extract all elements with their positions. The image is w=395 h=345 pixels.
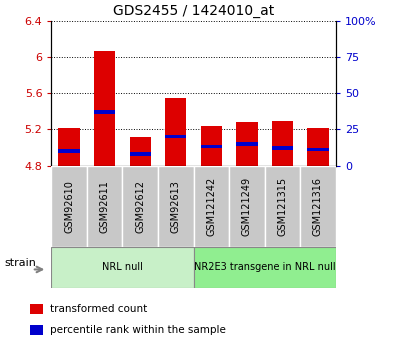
Text: GSM121242: GSM121242 (206, 177, 216, 236)
Bar (165, 135, 186, 138)
Bar (194, 166, 229, 247)
Bar (30, 304, 43, 314)
Bar (307, 148, 329, 151)
Bar (51, 166, 87, 247)
Bar (236, 122, 258, 166)
Bar (130, 152, 151, 156)
Text: GSM121249: GSM121249 (242, 177, 252, 236)
Text: GSM92612: GSM92612 (135, 180, 145, 233)
Bar (307, 128, 329, 166)
Bar (229, 166, 265, 247)
Text: GSM92613: GSM92613 (171, 180, 181, 233)
Text: GSM92610: GSM92610 (64, 180, 74, 233)
Text: GSM92611: GSM92611 (100, 180, 110, 233)
Bar (194, 247, 336, 288)
Title: GDS2455 / 1424010_at: GDS2455 / 1424010_at (113, 4, 274, 18)
Text: GSM121316: GSM121316 (313, 177, 323, 236)
Bar (51, 247, 194, 288)
Bar (272, 147, 293, 150)
Text: percentile rank within the sample: percentile rank within the sample (50, 325, 226, 335)
Bar (158, 166, 194, 247)
Text: transformed count: transformed count (50, 304, 147, 314)
Bar (201, 126, 222, 166)
Bar (236, 142, 258, 146)
Bar (165, 98, 186, 166)
Bar (201, 145, 222, 148)
Bar (130, 137, 151, 166)
Bar (94, 51, 115, 166)
Bar (300, 166, 336, 247)
Bar (272, 121, 293, 166)
Bar (94, 110, 115, 114)
Bar (58, 128, 80, 166)
Text: NR2E3 transgene in NRL null: NR2E3 transgene in NRL null (194, 263, 335, 272)
Text: strain: strain (4, 258, 36, 268)
Text: NRL null: NRL null (102, 263, 143, 272)
Text: GSM121315: GSM121315 (277, 177, 288, 236)
Bar (87, 166, 122, 247)
Bar (30, 325, 43, 335)
Bar (265, 166, 300, 247)
Bar (58, 149, 80, 153)
Bar (122, 166, 158, 247)
